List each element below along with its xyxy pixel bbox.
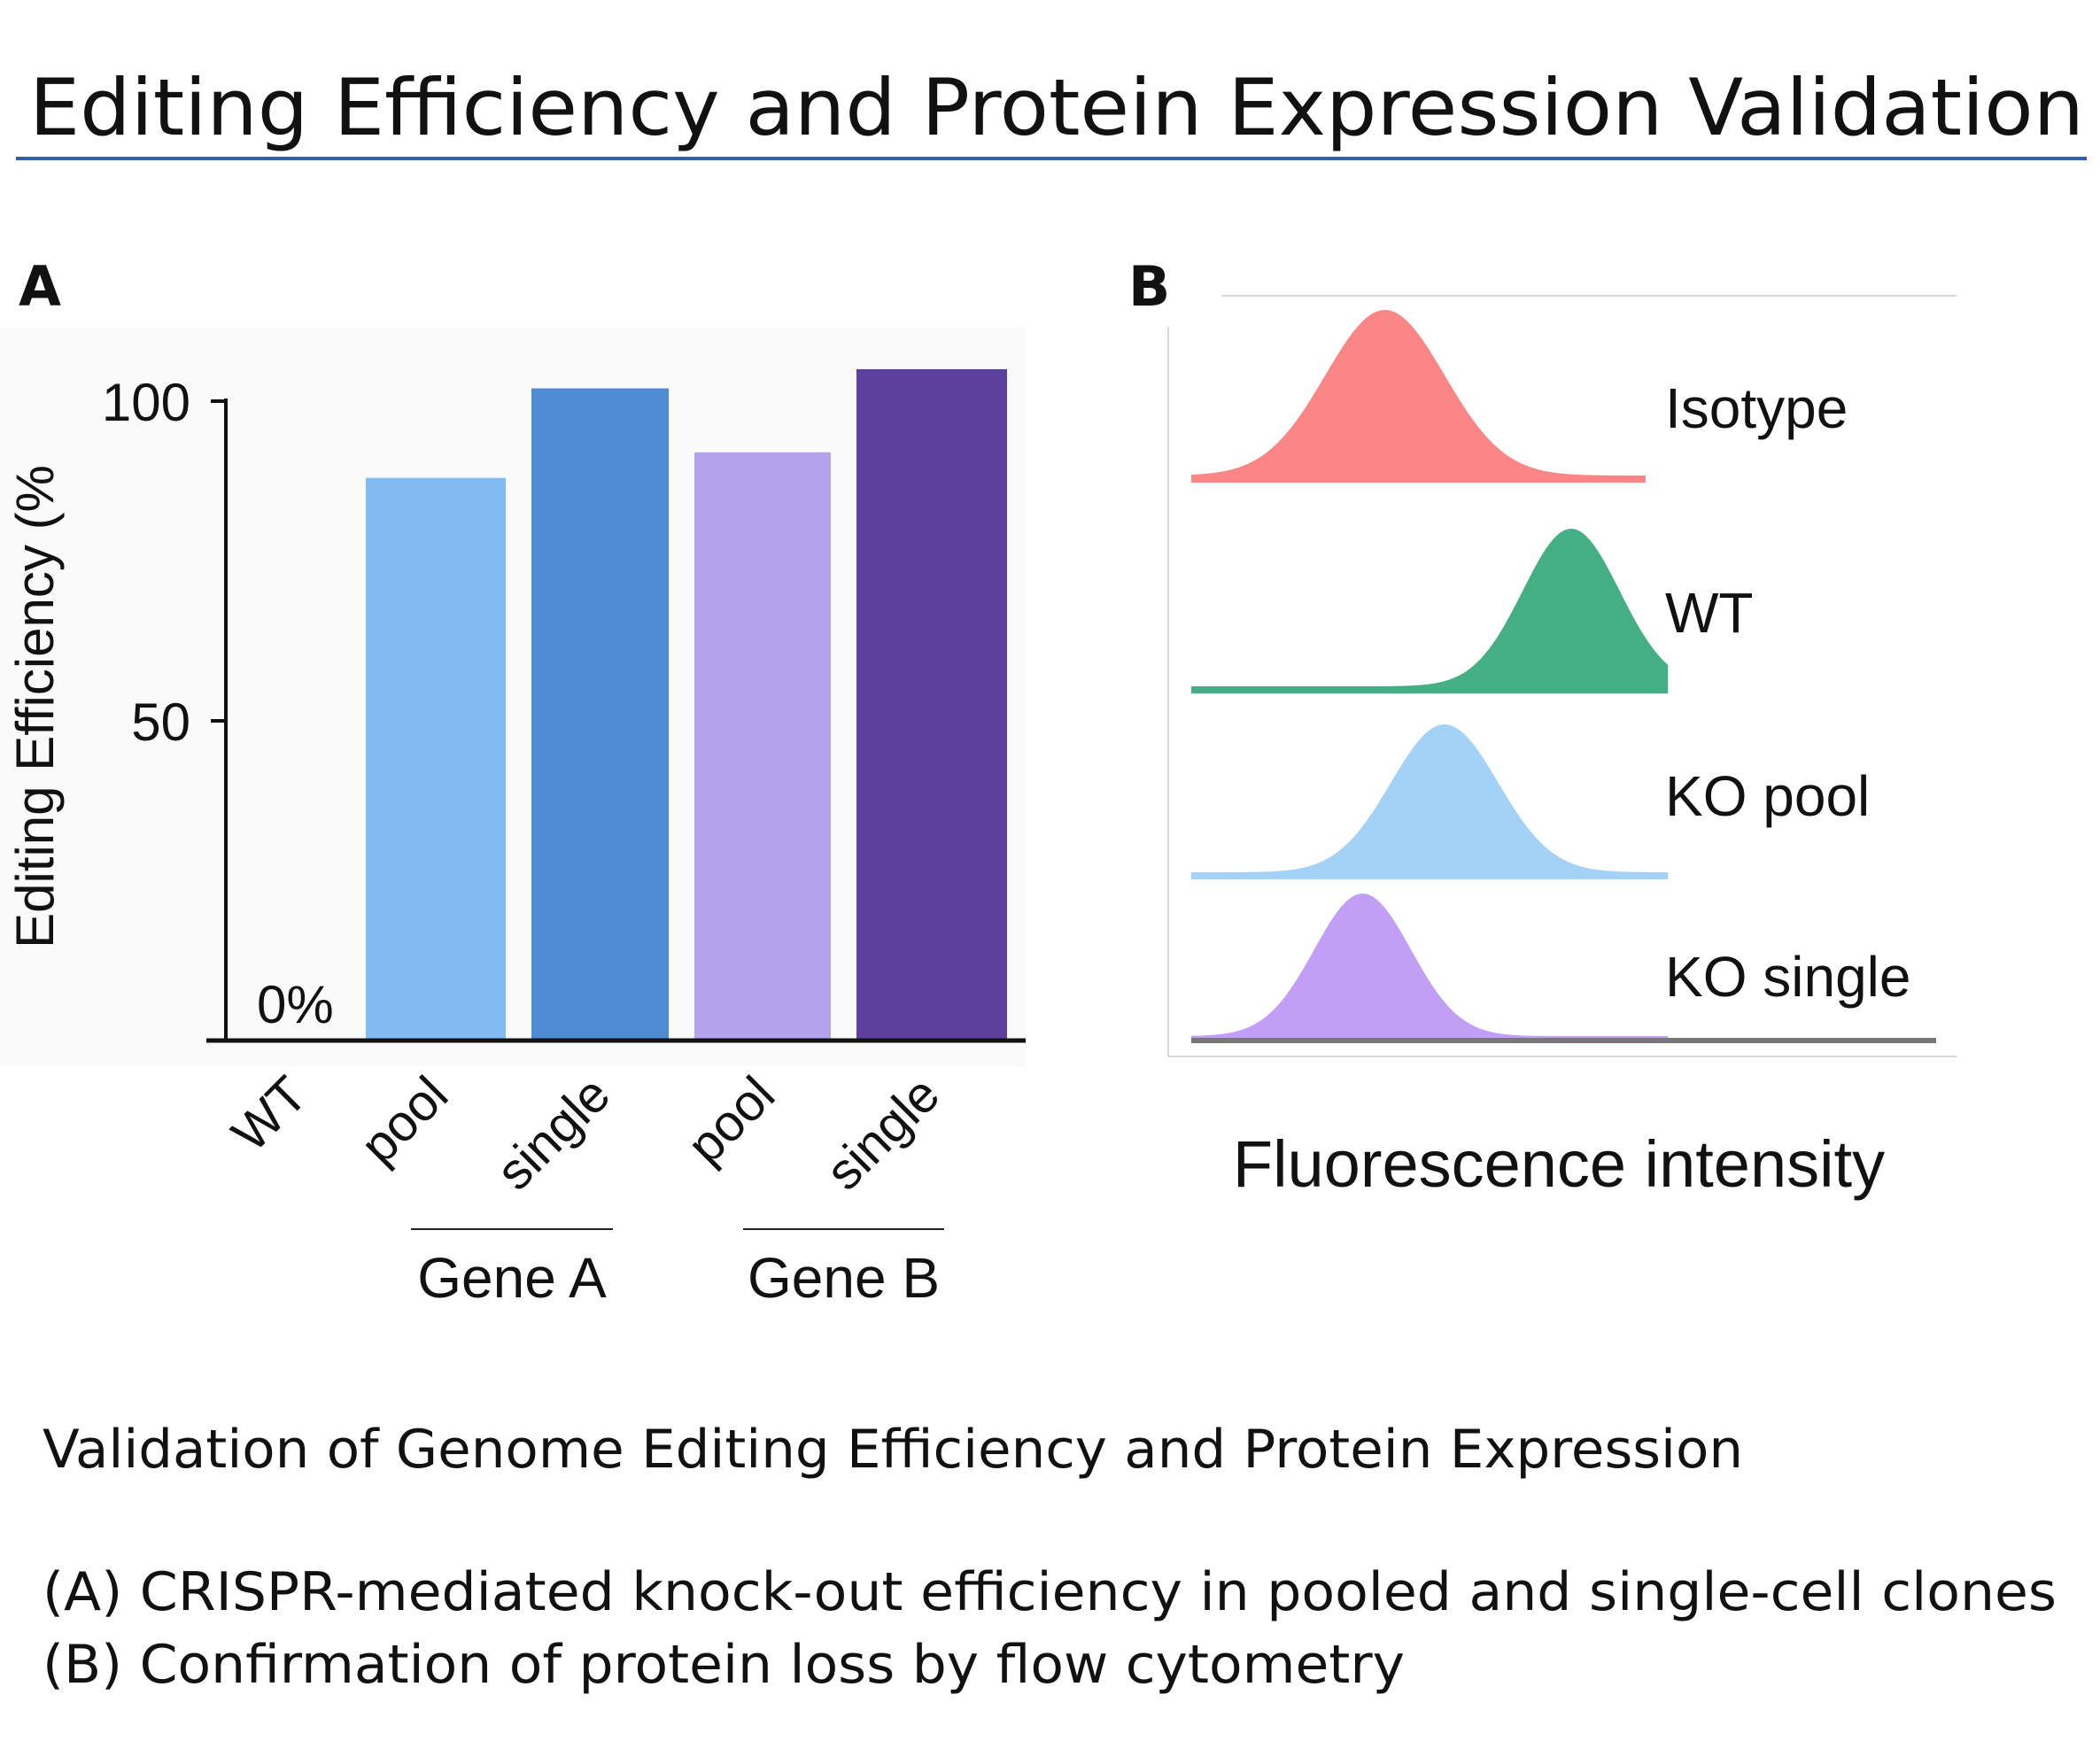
x-tick-label: pool: [350, 1065, 460, 1175]
bar-4: [856, 368, 1007, 1041]
x-tick-label: single: [485, 1065, 621, 1201]
page-title: Editing Efficiency and Protein Expressio…: [29, 62, 2084, 153]
caption-heading: Validation of Genome Editing Efficiency …: [43, 1419, 1743, 1481]
caption-line-b: (B) Confirmation of protein loss by flow…: [43, 1634, 1405, 1696]
chart-a-background: [0, 327, 1026, 1067]
x-tick-label: WT: [221, 1065, 318, 1163]
x-tick-label: single: [815, 1065, 950, 1201]
series-label: WT: [1665, 581, 1754, 645]
series-label: KO pool: [1665, 764, 1870, 828]
bar-3: [694, 452, 831, 1041]
histogram-wt: [1191, 529, 1669, 693]
y-axis-label: Editing Efficiency (%: [5, 465, 65, 948]
wt-value-label: 0%: [257, 975, 334, 1034]
bar-1: [366, 477, 506, 1041]
group-label: Gene A: [417, 1246, 607, 1310]
flow-histogram-chart: Isotype WT KO pool KO single Fluorescence i…: [1167, 295, 1957, 1201]
series-label: KO single: [1665, 945, 1910, 1009]
histogram-ko-pool: [1191, 724, 1669, 879]
panel-b-label: B: [1128, 254, 1170, 319]
histogram-ko-single: [1191, 894, 1669, 1043]
group-label: Gene B: [748, 1246, 940, 1310]
y-tick-label: 50: [131, 693, 190, 752]
y-tick-label: 100: [102, 373, 190, 432]
x-tick-label: pool: [677, 1065, 787, 1175]
bar-2: [531, 388, 669, 1041]
histogram-isotype: [1191, 310, 1647, 483]
series-label: Isotype: [1665, 376, 1848, 440]
x-axis-label-b: Fluorescence intensity: [1233, 1127, 1885, 1201]
panel-a-label: A: [19, 254, 61, 319]
caption-line-a: (A) CRISPR-mediated knock-out efficiency…: [43, 1561, 2057, 1623]
